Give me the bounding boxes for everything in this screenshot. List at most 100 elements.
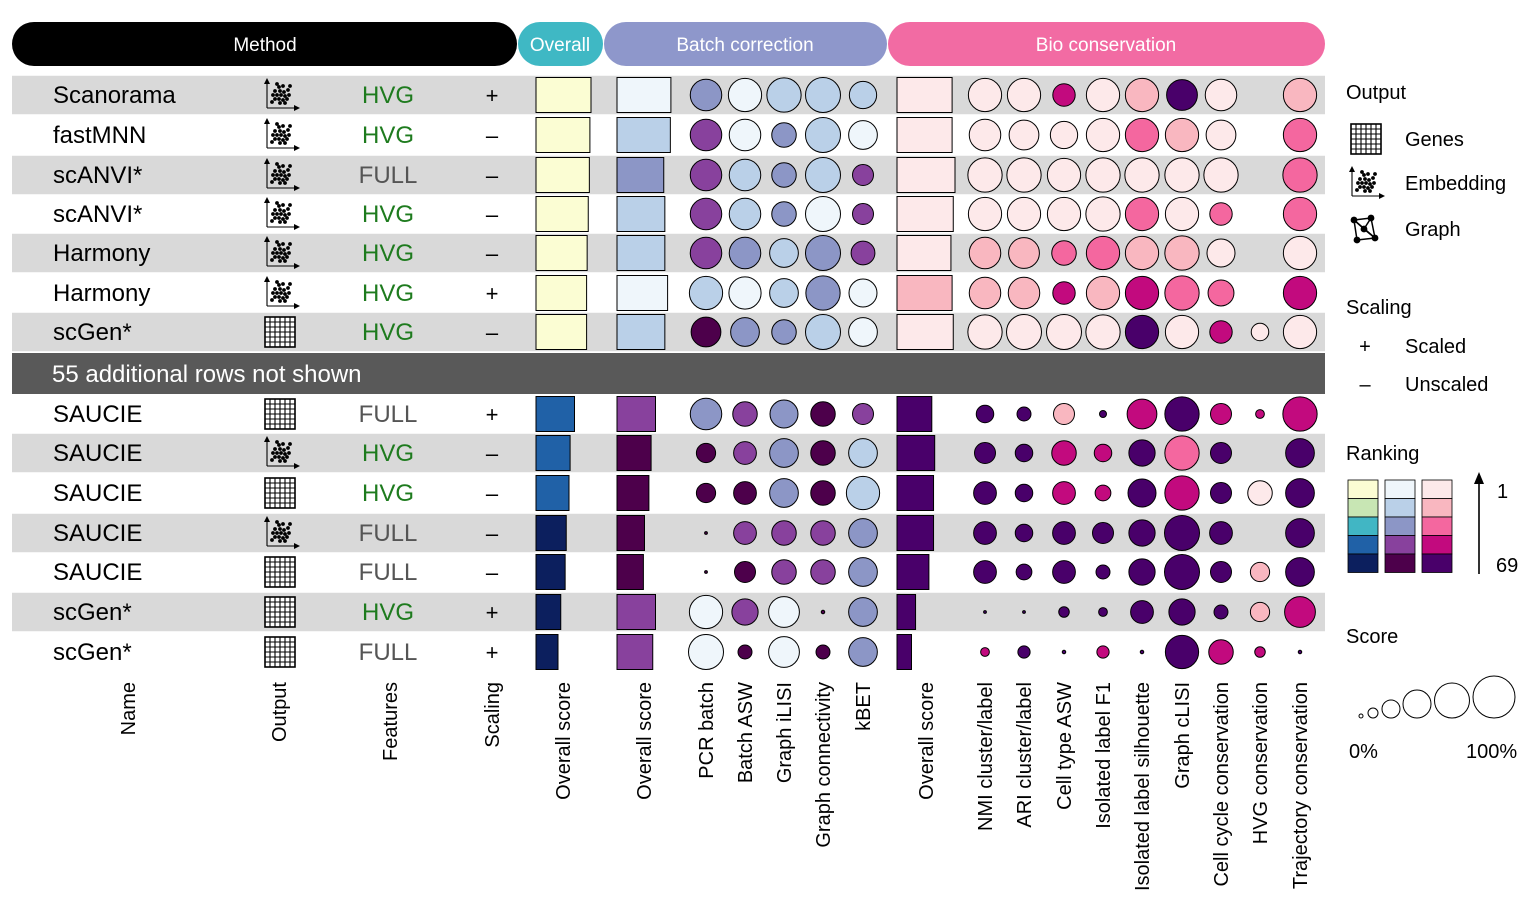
bio-metric-circle-iso_f1 (1085, 77, 1121, 113)
bio-overall-score-bar (896, 117, 953, 153)
bio-metric-circle-graph_clisi (1164, 634, 1200, 670)
column-label-hvg_cons: HVG conservation (1250, 682, 1272, 844)
batch-metric-circle-kbet (845, 475, 881, 511)
ranking-swatch (1347, 516, 1379, 536)
batch-metric-circle-graph_ilisi (769, 478, 799, 508)
method-name: SAUCIE (53, 520, 142, 547)
ranking-swatch (1421, 535, 1453, 555)
bio-metric-circle-graph_clisi (1168, 598, 1196, 626)
bio-metric-circle-iso_sil (1124, 157, 1160, 193)
bio-metric-circle-iso_sil (1124, 314, 1160, 350)
bio-overall-score-bar (896, 196, 954, 232)
batch-overall-score-bar (616, 515, 645, 551)
bio-conservation-header-pill (888, 22, 1325, 66)
column-labels: Name Output Features Scaling Overall score Ov… (118, 682, 1312, 891)
bio-overall-score-bar (896, 475, 935, 511)
bio-metric-circle-iso_f1 (1085, 117, 1121, 153)
bio-metric-circle-cell_cycle (1210, 482, 1232, 504)
batch-metric-circle-batch_asw (733, 481, 757, 505)
bio-metric-circle-cell_type_asw (1053, 403, 1075, 425)
bio-metric-circle-nmi (973, 481, 997, 505)
ranking-bottom-label: 69 (1496, 555, 1518, 577)
scaling-value: – (486, 163, 499, 188)
batch-metric-circle-kbet (852, 403, 874, 425)
features-value: HVG (362, 280, 414, 307)
batch-metric-circle-pcr_batch (704, 570, 708, 574)
batch-metric-circle-batch_asw (733, 441, 757, 465)
overall-score-bar (535, 157, 590, 193)
batch-metric-circle-kbet (848, 597, 878, 627)
bio-metric-circle-iso_sil (1126, 398, 1158, 430)
column-label-kbet: kBET (853, 682, 875, 731)
batch-metric-circle-graph_connectivity (805, 157, 841, 193)
bio-metric-circle-cell_type_asw (1052, 521, 1076, 545)
ranking-swatch (1384, 498, 1416, 518)
embedding-icon (1349, 166, 1385, 199)
ranking-swatch (1421, 516, 1453, 536)
ranking-swatches (1347, 479, 1453, 573)
bio-metric-circle-graph_clisi (1164, 196, 1200, 232)
bio-metric-circle-cell_cycle (1208, 639, 1234, 665)
bio-metric-circle-ari (1014, 483, 1034, 503)
batch-metric-circle-graph_ilisi (769, 278, 799, 308)
bio-metric-circle-iso_sil (1128, 439, 1156, 467)
embedding-icon (264, 516, 300, 549)
column-label-pcr_batch: PCR batch (696, 682, 718, 779)
method-name: Harmony (53, 280, 150, 307)
ranking-swatch (1421, 498, 1453, 518)
features-value: HVG (362, 480, 414, 507)
features-value: HVG (362, 201, 414, 228)
table-row: Scanorama HVG + (12, 75, 1325, 115)
score-size-circle (1358, 713, 1364, 719)
batch-overall-score-bar (616, 554, 644, 590)
genes-icon (264, 636, 296, 668)
batch-metric-circle-kbet (848, 80, 878, 110)
batch-metric-circle-batch_asw (730, 317, 760, 347)
hidden-rows-divider: 55 additional rows not shown (12, 353, 1325, 394)
batch-metric-circle-pcr_batch (688, 275, 724, 311)
genes-icon (264, 556, 296, 588)
column-label-cell_type_asw: Cell type ASW (1054, 682, 1076, 810)
batch-metric-circle-kbet (848, 557, 878, 587)
method-name: scGen* (53, 639, 132, 666)
method-name: Harmony (53, 240, 150, 267)
batch-metric-circle-batch_asw (731, 598, 759, 626)
features-value: FULL (359, 520, 418, 547)
method-name: fastMNN (53, 122, 146, 149)
bio-metric-circle-iso_f1 (1085, 235, 1121, 271)
batch-overall-score-bar (616, 396, 656, 432)
overall-score-bar (535, 634, 559, 670)
row-background (12, 592, 1325, 632)
bio-metric-circle-trajectory (1282, 275, 1318, 311)
bio-metric-circle-nmi (967, 314, 1003, 350)
batch-overall-score-bar (616, 275, 669, 311)
embedding-icon (264, 436, 300, 469)
batch-metric-circle-batch_asw (727, 77, 763, 113)
batch-metric-circle-batch_asw (733, 521, 757, 545)
overall-score-bar (535, 235, 588, 271)
scaling-value: – (486, 202, 499, 227)
ranking-swatch (1421, 553, 1453, 573)
bio-metric-circle-trajectory (1282, 314, 1318, 350)
scaling-value: – (486, 481, 499, 506)
column-label-ari: ARI cluster/label (1014, 682, 1036, 828)
batch-metric-circle-batch_asw (728, 236, 762, 270)
batch-metric-circle-pcr_batch (695, 442, 717, 464)
table-row: scANVI* FULL – (12, 155, 1325, 195)
batch-overall-score-bar (616, 634, 654, 670)
ranking-arrowhead (1474, 472, 1484, 484)
bio-metric-circle-cell_cycle (1210, 561, 1232, 583)
overall-score-bar (535, 314, 588, 350)
batch-metric-circle-batch_asw (737, 644, 753, 660)
bio-metric-circle-hvg_cons (1254, 646, 1266, 658)
batch-overall-score-bar (616, 594, 656, 630)
batch-metric-circle-graph_connectivity (815, 644, 831, 660)
ranking-swatch (1347, 553, 1379, 573)
bio-metric-circle-trajectory (1285, 478, 1315, 508)
bio-metric-circle-hvg_cons (1249, 561, 1271, 583)
batch-metric-circle-graph_connectivity (810, 480, 836, 506)
score-size-circle (1367, 707, 1379, 719)
ranking-top-label: 1 (1497, 481, 1508, 503)
batch-metric-circle-pcr_batch (689, 118, 723, 152)
genes-icon (1350, 123, 1382, 155)
